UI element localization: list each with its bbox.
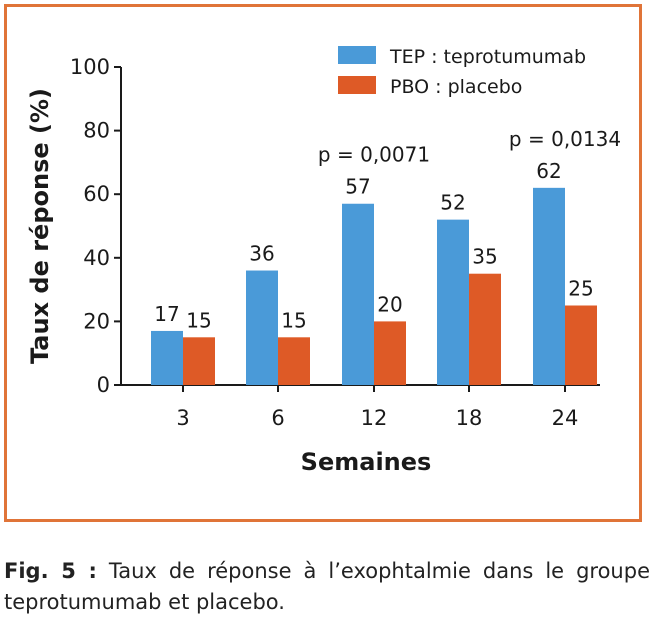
data-label-placebo: 20: [377, 292, 402, 316]
x-axis-title: Semaines: [301, 448, 432, 476]
legend-swatch: [338, 76, 376, 94]
y-axis-title: Taux de réponse (%): [26, 88, 54, 364]
bar-teprotumumab: [151, 330, 183, 385]
figure-caption: Fig. 5 : Taux de réponse à l’exophtalmie…: [4, 556, 650, 618]
bar-placebo: [183, 337, 215, 385]
data-label-teprotumumab: 57: [345, 175, 370, 199]
y-tick-label: 0: [97, 373, 110, 397]
bar-placebo: [565, 305, 597, 385]
y-tick-label: 20: [83, 309, 110, 333]
bar-chart: 0 20 40 60 80 100 Taux de réponse (%) 17 15 3 36 15…: [26, 46, 621, 476]
caption-label: Fig. 5 :: [4, 559, 97, 583]
bar-placebo: [469, 273, 501, 385]
data-label-placebo: 15: [281, 308, 306, 332]
legend-swatch: [338, 46, 376, 64]
y-tick-label: 100: [70, 55, 110, 79]
data-label-teprotumumab: 36: [249, 242, 274, 266]
bar-placebo: [374, 321, 406, 385]
y-tick-label: 80: [83, 119, 110, 143]
data-label-teprotumumab: 62: [536, 159, 561, 183]
x-tick-label: 6: [271, 406, 284, 430]
chart-frame: [4, 4, 642, 522]
data-label-placebo: 25: [568, 277, 593, 301]
x-tick-label: 3: [176, 406, 189, 430]
bar-teprotumumab: [533, 187, 565, 385]
bar-teprotumumab: [437, 219, 469, 385]
data-label-placebo: 35: [472, 245, 497, 269]
x-tick-label: 12: [361, 406, 388, 430]
bar-placebo: [278, 337, 310, 385]
x-tick-label: 18: [456, 406, 483, 430]
legend-label: PBO : placebo: [390, 76, 522, 98]
legend-label: TEP : teprotumumab: [389, 46, 586, 68]
data-label-placebo: 15: [186, 308, 211, 332]
x-tick-label: 24: [552, 406, 579, 430]
caption-text: Taux de réponse à l’exophtalmie dans le …: [4, 559, 650, 614]
y-tick-label: 40: [83, 246, 110, 270]
data-label-teprotumumab: 17: [154, 302, 179, 326]
bar-teprotumumab: [342, 203, 374, 385]
y-tick-label: 60: [83, 182, 110, 206]
data-label-teprotumumab: 52: [440, 191, 465, 215]
bar-teprotumumab: [246, 270, 278, 385]
p-value-annotation: p = 0,0134: [509, 127, 621, 151]
p-value-annotation: p = 0,0071: [318, 143, 430, 167]
